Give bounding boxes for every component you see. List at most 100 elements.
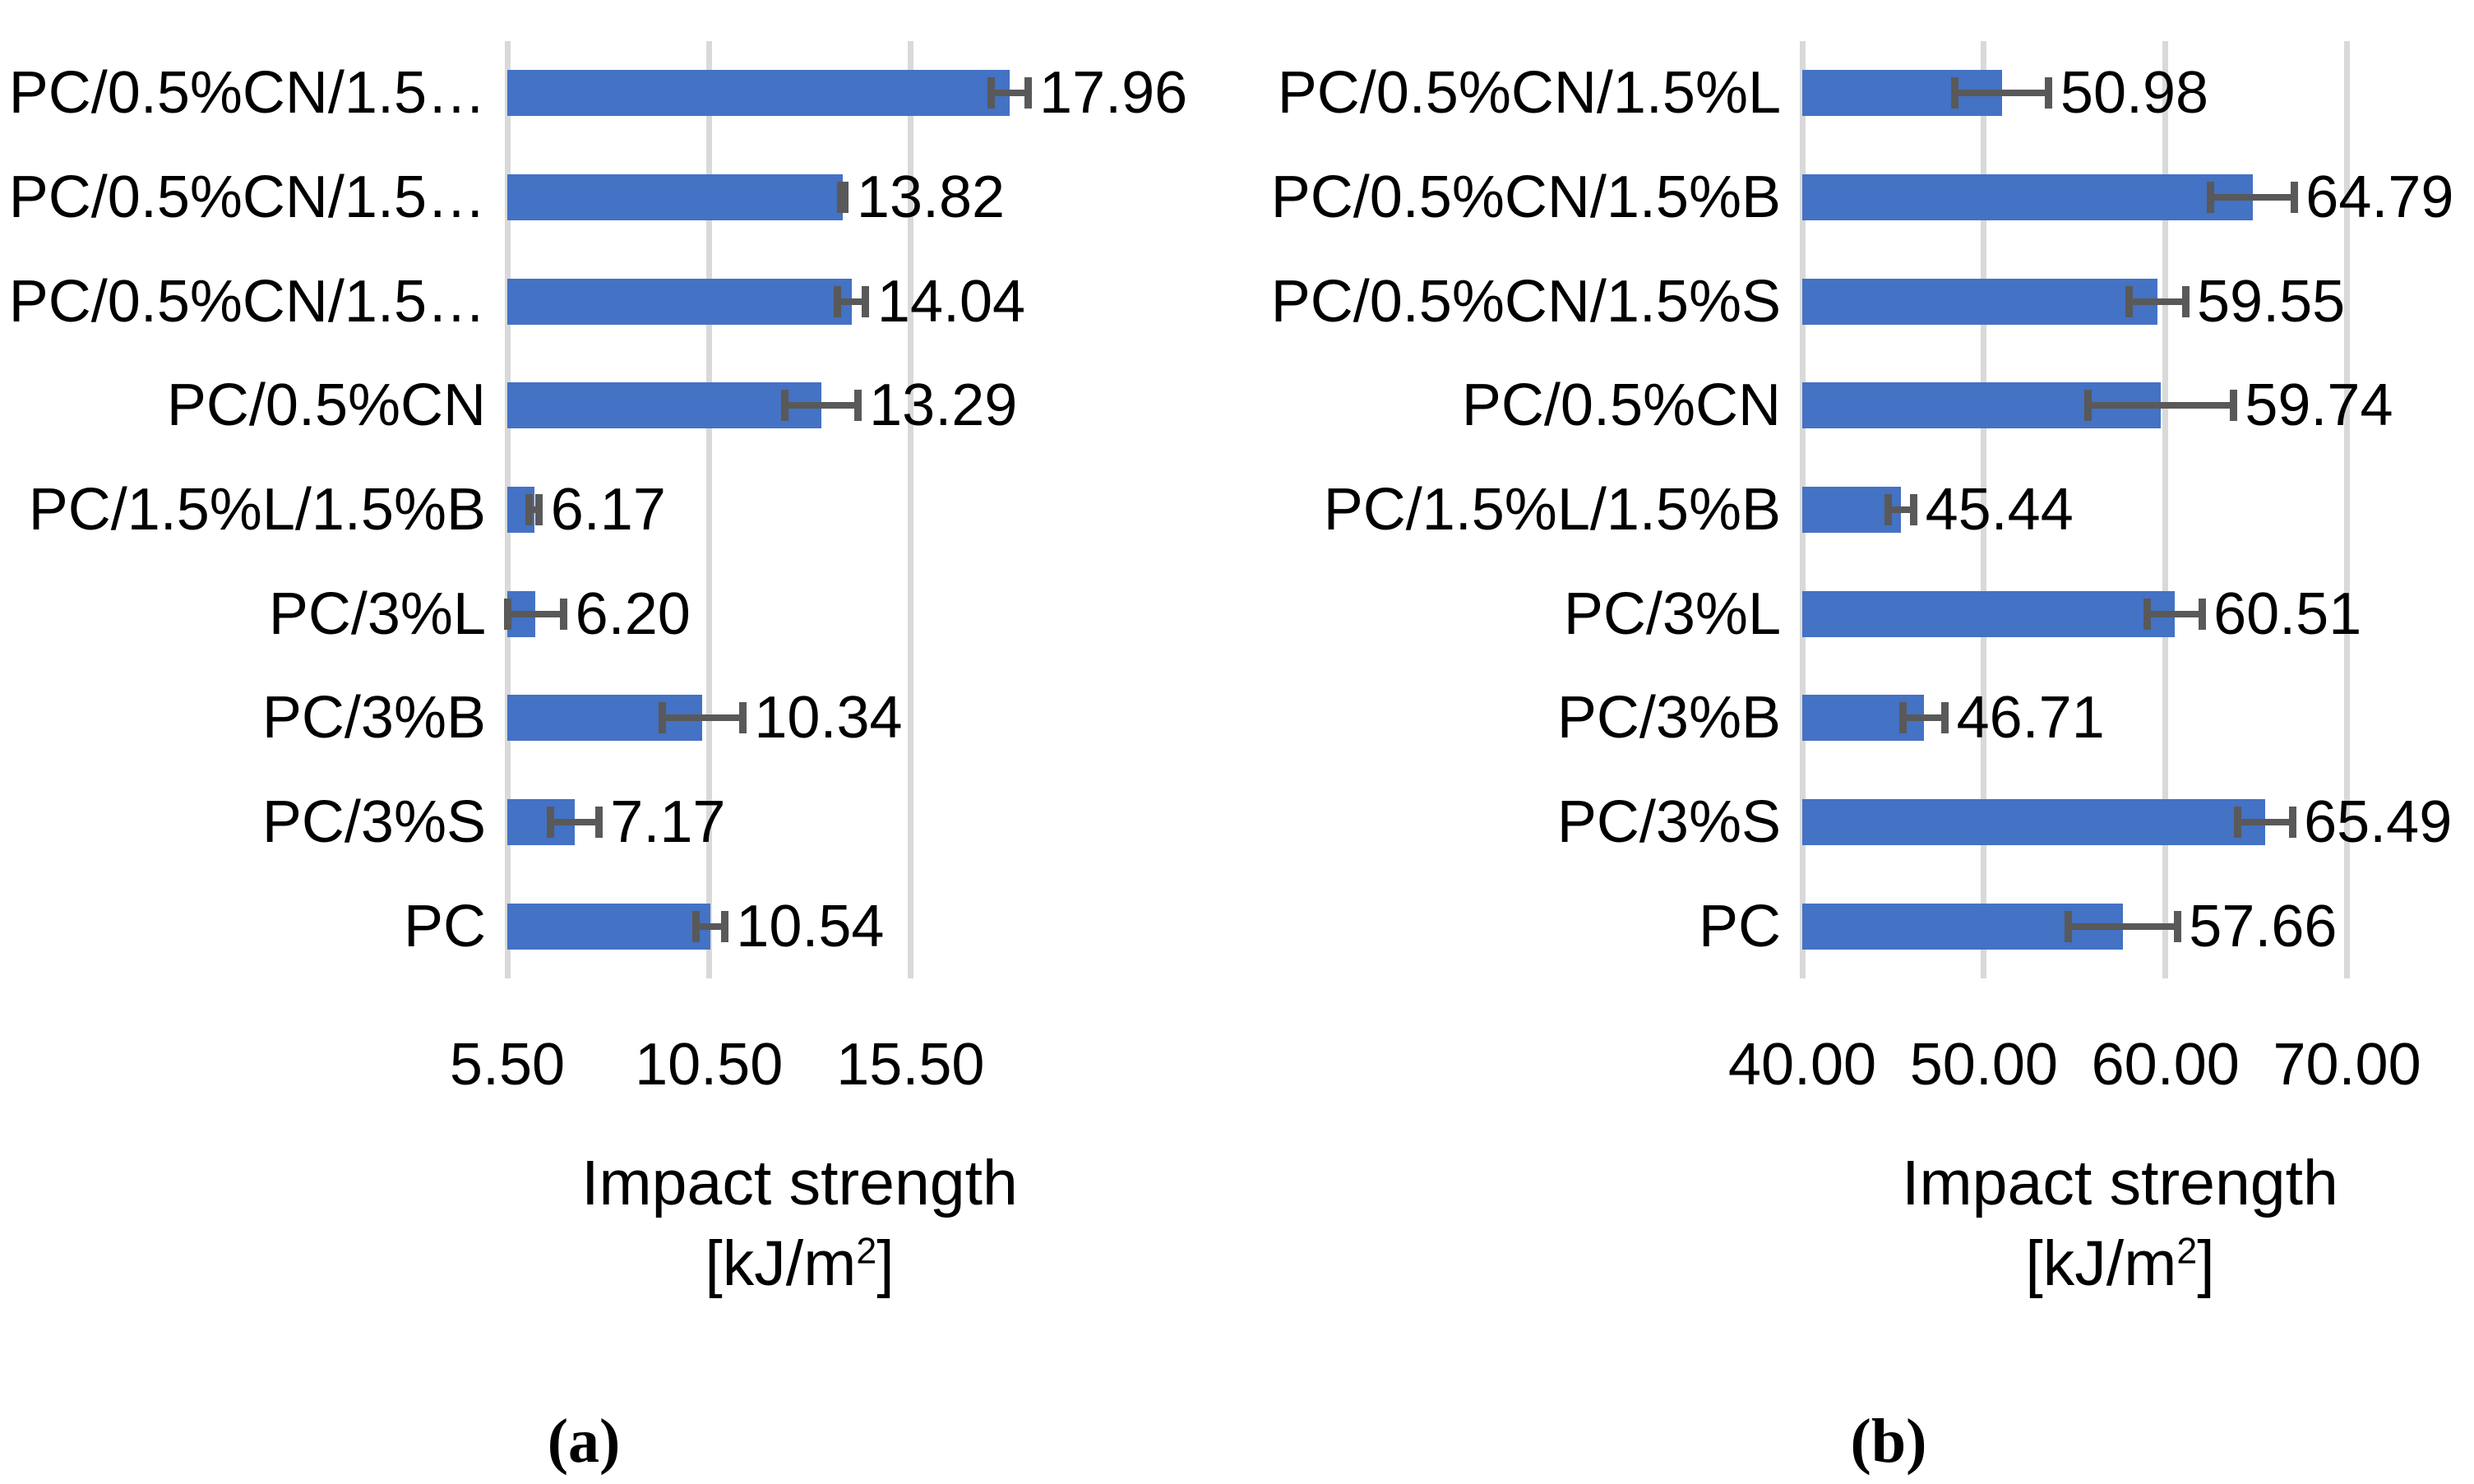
bar (507, 174, 843, 220)
x-axis-title-a: Impact strength [kJ/m2] (389, 1143, 1211, 1304)
x-axis-tick-label: 60.00 (2091, 1032, 2240, 1098)
x-axis-tick-label: 10.50 (635, 1032, 784, 1098)
error-bar-cap (658, 702, 666, 734)
error-bar-cap (720, 910, 728, 942)
error-bar (2068, 922, 2178, 930)
category-label: PC/1.5%L/1.5%B (1323, 477, 1781, 543)
error-bar-cap (2234, 807, 2242, 838)
x-axis-title-b: Impact strength [kJ/m2] (1709, 1143, 2474, 1304)
x-axis-tick-label: 15.50 (836, 1032, 985, 1098)
error-bar-cap (987, 77, 996, 109)
gridline (705, 41, 712, 978)
error-bar (662, 714, 743, 722)
category-label: PC/3%B (1556, 685, 1781, 751)
x-axis-title-a-line2: [kJ/m2] (705, 1228, 895, 1299)
x-axis-title-a-line1: Impact strength (581, 1148, 1018, 1218)
error-bar-cap (1899, 702, 1908, 734)
error-bar-cap (594, 807, 603, 838)
gridline (2344, 41, 2351, 978)
error-bar-cap (836, 182, 844, 213)
category-label: PC/3%L (268, 580, 486, 647)
bar (1802, 590, 2175, 637)
value-label: 14.04 (876, 268, 1026, 335)
error-bar-cap (2045, 77, 2053, 109)
category-label: PC/0.5%CN (166, 372, 486, 439)
category-label: PC/0.5%CN/1.5… (8, 164, 486, 230)
value-label: 7.17 (610, 789, 726, 855)
value-label: 10.54 (736, 893, 885, 959)
error-bar (837, 298, 866, 305)
error-bar-cap (535, 494, 543, 525)
error-bar-cap (853, 390, 862, 422)
error-bar (784, 402, 858, 409)
value-label: 45.44 (1925, 477, 2074, 543)
error-bar-cap (1024, 77, 1032, 109)
bar (1802, 487, 1902, 533)
category-label: PC/0.5%CN/1.5… (8, 268, 486, 335)
error-bar-cap (546, 807, 554, 838)
value-label: 50.98 (2060, 60, 2209, 127)
error-bar-cap (2207, 182, 2215, 213)
x-axis-tick-label: 5.50 (449, 1032, 566, 1098)
figure-caption-a: (a) (547, 1407, 621, 1476)
error-bar-cap (1950, 77, 1958, 109)
category-label: PC (1698, 893, 1781, 959)
value-label: 59.55 (2197, 268, 2346, 335)
error-bar (529, 506, 539, 513)
category-label: PC/0.5%CN/1.5%B (1270, 164, 1781, 230)
gridline (1981, 41, 1987, 978)
error-bar-cap (1941, 702, 1949, 734)
error-bar-cap (2198, 598, 2206, 630)
value-label: 65.49 (2304, 789, 2453, 855)
error-bar-cap (2084, 390, 2092, 422)
error-bar (991, 90, 1029, 97)
x-axis-tick-label: 40.00 (1727, 1032, 1877, 1098)
error-bar (1903, 714, 1945, 722)
error-bar-cap (2125, 285, 2134, 317)
bar (1802, 278, 2157, 325)
error-bar-cap (2288, 807, 2296, 838)
value-label: 64.79 (2305, 164, 2454, 230)
x-axis-title-b-line2: [kJ/m2] (2025, 1228, 2215, 1299)
error-bar (696, 922, 725, 930)
bar (507, 382, 821, 429)
error-bar-cap (862, 285, 870, 317)
value-label: 59.74 (2245, 372, 2393, 439)
figure-caption-b: (b) (1850, 1407, 1927, 1476)
x-axis-tick-label: 50.00 (1909, 1032, 2058, 1098)
error-bar (507, 610, 564, 617)
category-label: PC/1.5%L/1.5%B (28, 477, 486, 543)
error-bar-cap (2143, 598, 2152, 630)
error-bar (2147, 610, 2203, 617)
error-bar-cap (2229, 390, 2237, 422)
value-label: 10.34 (754, 685, 903, 751)
gridline (907, 41, 913, 978)
gridline (2162, 41, 2169, 978)
value-label: 46.71 (1956, 685, 2105, 751)
bar (507, 903, 711, 950)
error-bar-cap (781, 390, 789, 422)
category-label: PC/3%S (261, 789, 486, 855)
error-bar (2210, 194, 2295, 201)
error-bar-cap (2290, 182, 2298, 213)
value-label: 13.82 (856, 164, 1006, 230)
category-label: PC/0.5%CN/1.5%L (1277, 60, 1781, 127)
category-label: PC/0.5%CN (1461, 372, 1781, 439)
error-bar-cap (1910, 494, 1918, 525)
bar (507, 278, 852, 325)
category-label: PC/0.5%CN/1.5… (8, 60, 486, 127)
error-bar-cap (503, 598, 511, 630)
category-label: PC/3%B (261, 685, 486, 751)
category-label: PC/3%L (1563, 580, 1781, 647)
x-axis-title-b-line1: Impact strength (1902, 1148, 2338, 1218)
error-bar (2088, 402, 2234, 409)
error-bar (1954, 90, 2049, 97)
error-bar-cap (841, 182, 849, 213)
error-bar (2237, 819, 2293, 825)
error-bar-cap (560, 598, 568, 630)
x-axis-tick-label: 70.00 (2273, 1032, 2421, 1098)
error-bar-cap (1884, 494, 1893, 525)
bar (507, 70, 1010, 117)
value-label: 6.20 (575, 580, 691, 647)
